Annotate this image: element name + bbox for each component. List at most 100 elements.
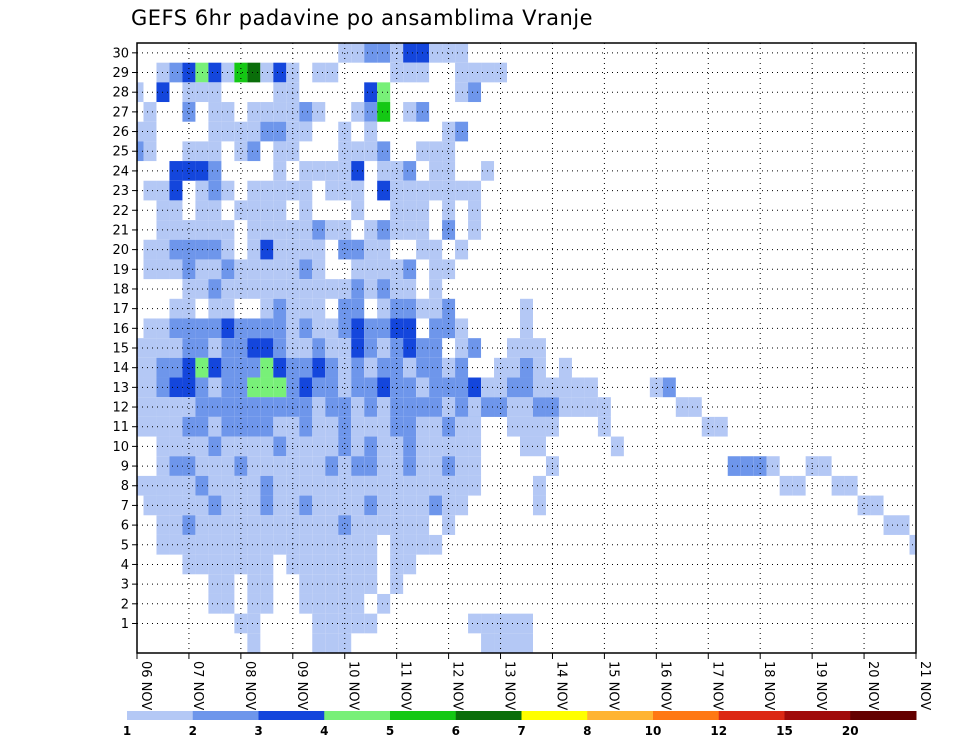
heatmap-cell — [429, 180, 443, 201]
heatmap-cell — [247, 416, 261, 437]
heatmap-cell — [403, 318, 417, 339]
heatmap-cell — [390, 357, 404, 378]
heatmap-cell — [195, 475, 209, 496]
x-tick-label: 12 NOV — [450, 661, 465, 710]
heatmap-cell — [831, 475, 845, 496]
heatmap-cell — [792, 475, 806, 496]
heatmap-cell — [429, 416, 443, 437]
heatmap-cell — [312, 338, 326, 358]
heatmap-cell — [247, 180, 261, 201]
heatmap-cell — [377, 318, 391, 339]
heatmap-cell — [558, 377, 572, 398]
heatmap-cell — [169, 357, 183, 378]
heatmap-cell — [169, 377, 183, 398]
heatmap-cell — [364, 141, 378, 162]
heatmap-cell — [143, 397, 157, 417]
heatmap-cell — [468, 416, 482, 437]
heatmap-cell — [403, 161, 417, 181]
heatmap-cell — [455, 338, 469, 358]
heatmap-cell — [442, 121, 456, 142]
legend-label: 7 — [517, 724, 525, 738]
heatmap-cell — [299, 259, 313, 280]
heatmap-cell — [338, 377, 352, 398]
heatmap-cell — [390, 200, 404, 221]
heatmap-cell — [403, 259, 417, 280]
heatmap-cell — [364, 377, 378, 398]
y-tick-label: 7 — [121, 499, 129, 514]
heatmap-cell — [273, 62, 287, 83]
heatmap-cell — [195, 554, 209, 575]
heatmap-cell — [273, 338, 287, 358]
heatmap-cell — [312, 633, 326, 653]
heatmap-cell — [299, 102, 313, 122]
x-tick-label: 18 NOV — [761, 661, 776, 710]
y-tick-label: 23 — [112, 184, 129, 199]
heatmap-cell — [390, 554, 404, 575]
heatmap-cell — [273, 377, 287, 398]
heatmap-cell — [532, 495, 546, 516]
y-tick-label: 17 — [112, 302, 129, 317]
heatmap-cell — [662, 377, 676, 398]
color-legend: 1 2 3 4 5 6 7 8 10 12 15 20 — [123, 711, 917, 738]
y-tick-label: 13 — [112, 381, 129, 396]
heatmap-cell — [364, 534, 378, 555]
heatmap-cell — [234, 357, 248, 378]
chart-title: GEFS 6hr padavine po ansamblima Vranje — [131, 6, 594, 30]
heatmap-cell — [442, 161, 456, 181]
heatmap-cell — [137, 141, 144, 162]
heatmap-cell — [234, 475, 248, 496]
heatmap-cell — [364, 121, 378, 142]
heatmap-cell — [182, 220, 196, 240]
heatmap-cell — [260, 593, 274, 614]
heatmap-cell — [260, 416, 274, 437]
heatmap-cell — [195, 259, 209, 280]
x-tick-label: 06 NOV — [138, 661, 153, 710]
heatmap-cell — [312, 318, 326, 339]
heatmap-cell — [377, 338, 391, 358]
heatmap-cell — [364, 239, 378, 260]
heatmap-cell — [364, 554, 378, 575]
heatmap-cell — [312, 515, 326, 535]
heatmap-cell — [325, 574, 339, 594]
heatmap-cell — [403, 534, 417, 555]
heatmap-cell — [260, 259, 274, 280]
heatmap-cell — [325, 416, 339, 437]
heatmap-cell — [234, 62, 248, 83]
heatmap-cell — [208, 515, 222, 535]
heatmap-cell — [195, 200, 209, 221]
heatmap-cell — [260, 121, 274, 142]
heatmap-cell — [688, 397, 702, 417]
heatmap-cell — [208, 102, 222, 122]
heatmap-cell — [364, 515, 378, 535]
heatmap-cell — [182, 554, 196, 575]
heatmap-cell — [234, 141, 248, 162]
heatmap-cell — [195, 515, 209, 535]
heatmap-cell — [429, 259, 443, 280]
heatmap-cell — [299, 220, 313, 240]
heatmap-cell — [208, 62, 222, 83]
heatmap-cell — [247, 593, 261, 614]
heatmap-cell — [532, 475, 546, 496]
heatmap-cell — [377, 357, 391, 378]
heatmap-cell — [143, 259, 157, 280]
heatmap-cell — [532, 416, 546, 437]
heatmap-cell — [234, 200, 248, 221]
heatmap-cell — [455, 43, 469, 63]
x-axis-ticks: 06 NOV 07 NOV 08 NOV 09 NOV 10 NOV 11 NOV 12 N… — [136, 653, 932, 710]
heatmap-cell — [390, 475, 404, 496]
heatmap-cell — [377, 593, 391, 614]
heatmap-cell — [442, 475, 456, 496]
heatmap-cell — [403, 456, 417, 476]
heatmap-cell — [273, 515, 287, 535]
heatmap-cell — [364, 279, 378, 299]
heatmap-cell — [338, 475, 352, 496]
x-tick-label: 08 NOV — [242, 661, 257, 710]
heatmap-cell — [195, 534, 209, 555]
heatmap-cell — [208, 534, 222, 555]
heatmap-cell — [195, 436, 209, 457]
heatmap-cell — [208, 141, 222, 162]
heatmap-cell — [143, 121, 157, 142]
x-tick-label: 20 NOV — [865, 661, 880, 710]
heatmap-cell — [312, 62, 326, 83]
y-tick-label: 3 — [121, 578, 129, 593]
